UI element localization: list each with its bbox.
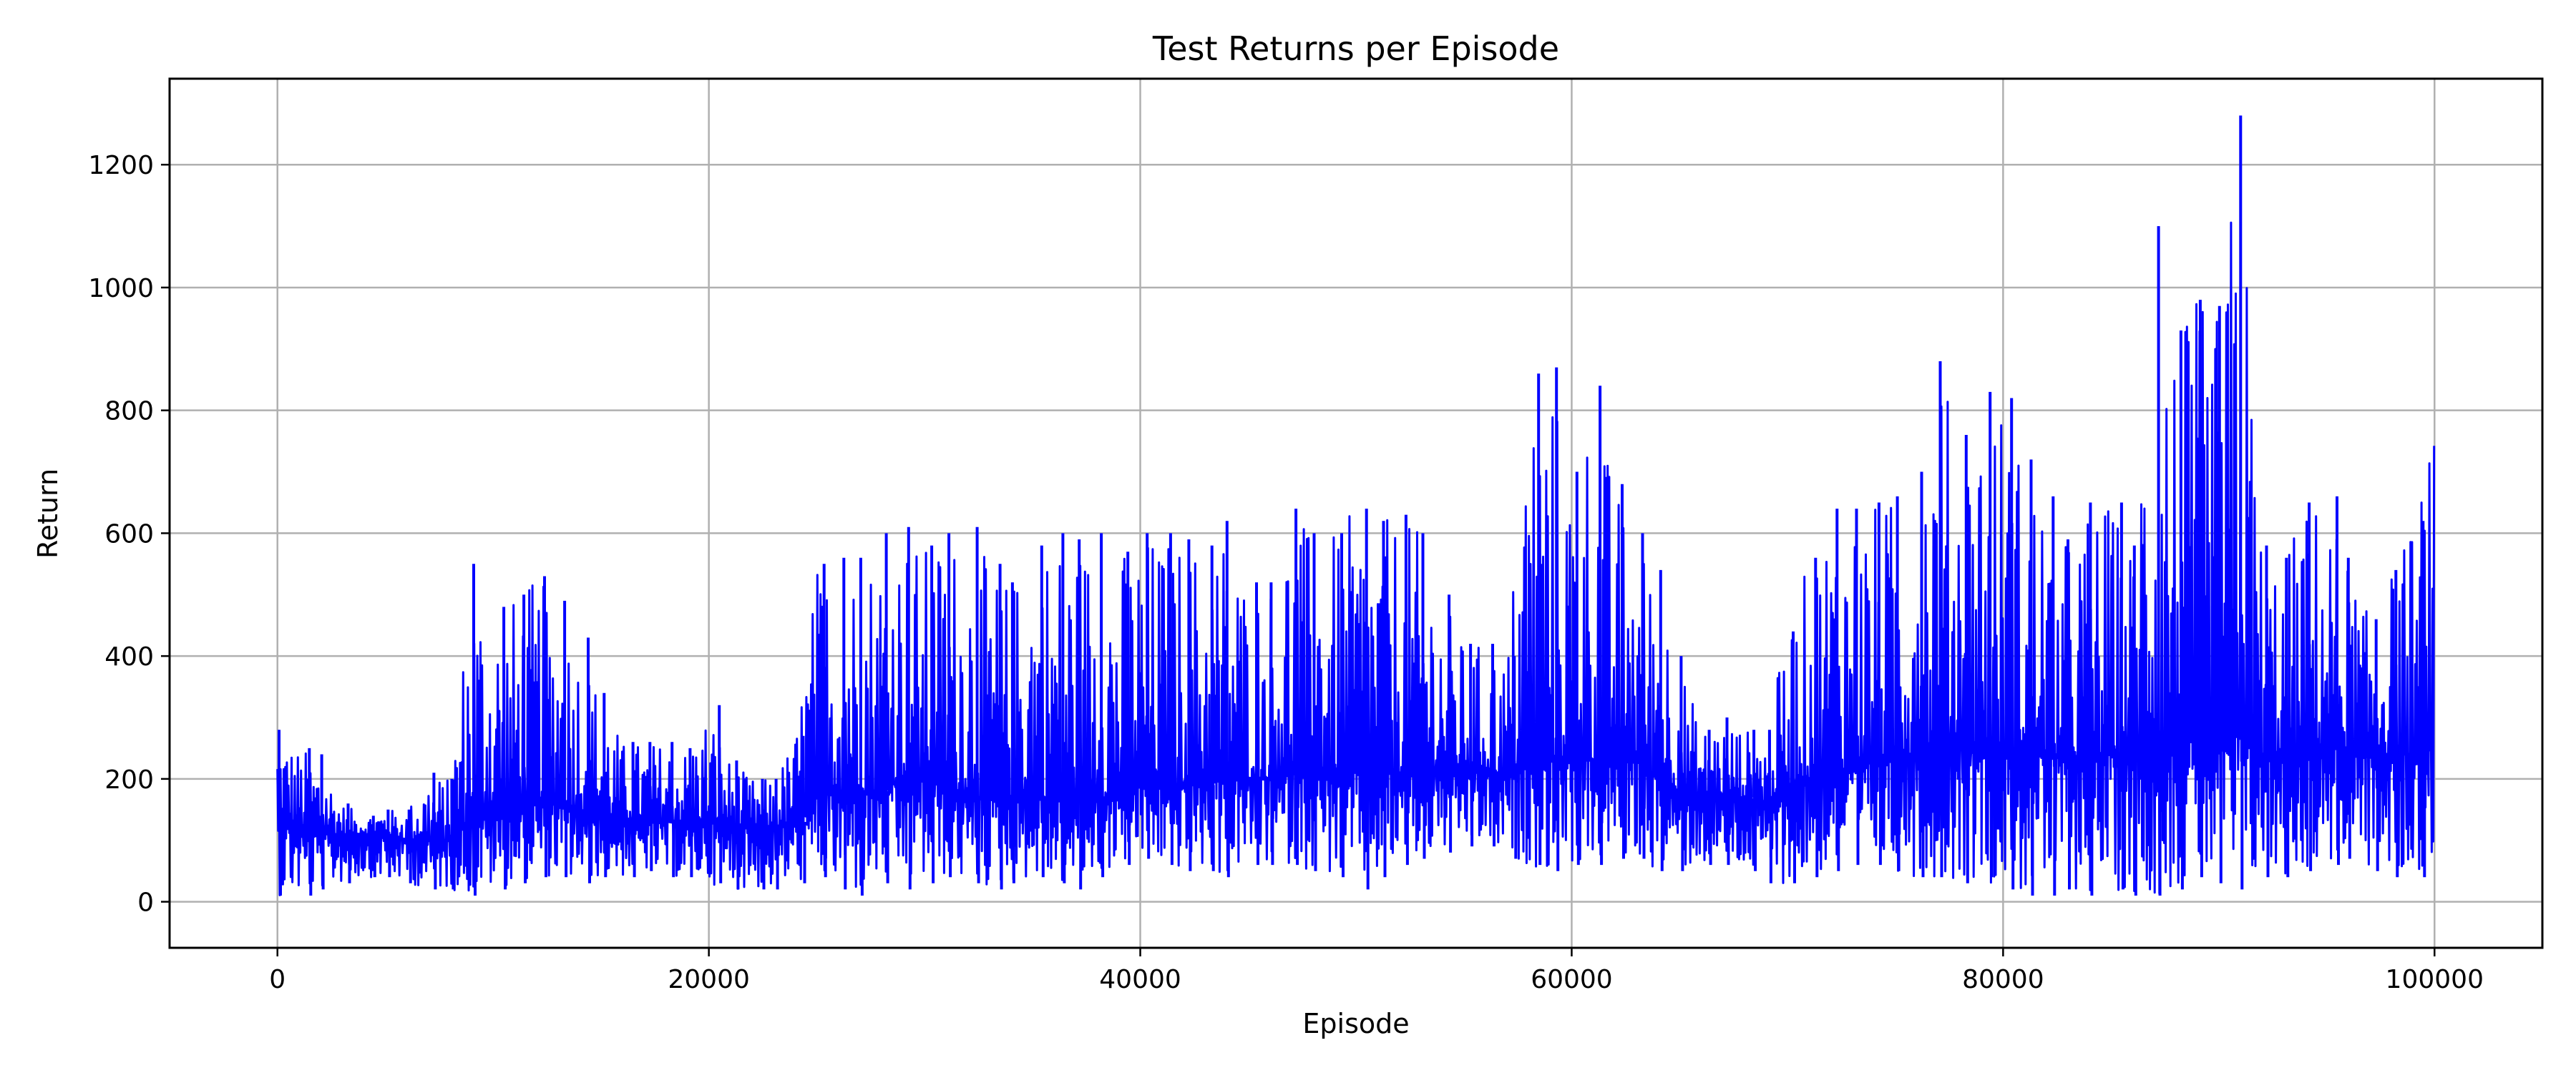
- y-tick-label: 400: [104, 642, 154, 672]
- x-tick-label: 40000: [1099, 965, 1181, 994]
- y-tick-label: 1000: [88, 274, 154, 303]
- y-axis-label: Return: [32, 469, 64, 559]
- x-tick-label: 20000: [668, 965, 750, 994]
- x-tick-label: 0: [269, 965, 286, 994]
- y-tick-label: 1200: [88, 151, 154, 180]
- x-axis: 0 20000 40000 60000 80000 100000: [269, 948, 2484, 994]
- y-tick-label: 0: [137, 888, 154, 918]
- plot-frame: [168, 77, 2544, 949]
- x-tick-label: 80000: [1962, 965, 2044, 994]
- x-tick-label: 60000: [1531, 965, 1613, 994]
- plot-area: [276, 115, 2436, 896]
- x-tick-label: 100000: [2386, 965, 2484, 994]
- y-tick-label: 200: [104, 765, 154, 795]
- x-axis-label: Episode: [1302, 1008, 1409, 1039]
- return-series-line: [276, 221, 2436, 896]
- y-axis: 0 200 400 600 800 1000 1200: [88, 151, 170, 918]
- chart-title: Test Returns per Episode: [1152, 29, 1559, 68]
- return-series-spikes: [278, 115, 2426, 896]
- y-tick-label: 800: [104, 397, 154, 426]
- y-tick-label: 600: [104, 519, 154, 549]
